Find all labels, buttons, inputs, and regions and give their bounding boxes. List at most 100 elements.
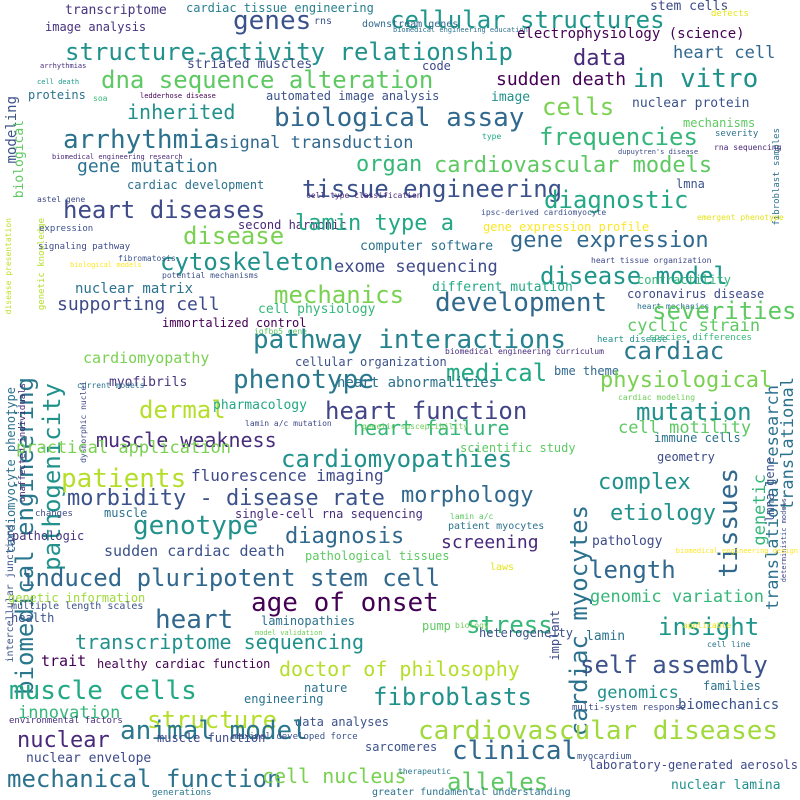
word-health: health xyxy=(11,611,55,625)
word-muscle-weakness: muscle weakness xyxy=(96,428,277,452)
word-scientific-study: scientific study xyxy=(460,441,576,455)
word-innovation: innovation xyxy=(18,703,121,723)
word-heart-tissue-organization: heart tissue organization xyxy=(591,256,712,265)
word-nuclear-protein: nuclear protein xyxy=(632,96,750,111)
word-supporting-cell: supporting cell xyxy=(57,294,220,315)
word-pathologic: pathologic xyxy=(12,529,85,543)
word-image-analysis: image analysis xyxy=(45,20,147,34)
word-genomic-variation: genomic variation xyxy=(590,587,764,607)
word-heart-function: heart function xyxy=(325,397,528,425)
word-proteins: proteins xyxy=(28,88,86,102)
word-therapeutic: therapeutic xyxy=(398,767,451,776)
word-heart-mechanics: heart mechanics xyxy=(637,302,710,311)
word-gene-expression-profile: gene expression profile xyxy=(483,220,650,234)
word-soa: soa xyxy=(93,94,108,103)
word-data: data xyxy=(573,46,626,71)
word-heart-abnormalities: heart abnormalities xyxy=(337,375,498,391)
word-lamin-a-c-mutation: lamin a/c mutation xyxy=(245,419,332,428)
word-morbidity-disease-rate: morbidity - disease rate xyxy=(67,486,385,511)
word-cellular-organization: cellular organization xyxy=(295,355,447,369)
word-multi-system-response: multi-system response xyxy=(572,703,686,713)
word-cell-death: cell death xyxy=(37,78,80,86)
word-heterogeneity: heterogeneity xyxy=(479,626,573,640)
word-changes: changes xyxy=(35,509,73,519)
word-structure-activity-relationship: structure-activity relationship xyxy=(65,38,513,66)
word-trait: trait xyxy=(41,652,87,670)
word-species-differences: species differences xyxy=(649,333,752,343)
word-medical: medical xyxy=(446,359,548,387)
word-biomedical-engineering-design: biomedical engineering design xyxy=(675,547,798,555)
word-geometry: geometry xyxy=(657,450,715,464)
word-nuclear: nuclear xyxy=(17,728,110,753)
word-code: code xyxy=(422,59,451,73)
word-heart-failure: heart failure xyxy=(353,416,510,440)
word-cell-motility: cell motility xyxy=(618,418,752,438)
word-data-analyses: data analyses xyxy=(295,715,389,729)
word-dermal: dermal xyxy=(139,396,226,424)
word-development: development xyxy=(435,288,608,318)
word-fibromatosis: fibromatosis xyxy=(118,254,176,263)
word-gene-expression: gene expression xyxy=(510,228,709,253)
word-nature: nature xyxy=(304,681,348,695)
word-inherited: inherited xyxy=(127,100,236,124)
word-morphology: morphology xyxy=(401,483,534,508)
word-lamin: lamin xyxy=(586,629,626,644)
word-phenotype: phenotype xyxy=(233,365,374,395)
word-in-vitro: in vitro xyxy=(633,64,759,94)
word-transcriptome-sequencing: transcriptome sequencing xyxy=(75,630,364,654)
word-current-models: current models xyxy=(77,381,145,390)
word-cardiovascular-models: cardiovascular models xyxy=(434,153,713,178)
word-sudden-cardiac-death: sudden cardiac death xyxy=(104,542,285,560)
word-biological-assay: biological assay xyxy=(274,103,525,133)
word-self-assembly: self assembly xyxy=(580,651,768,679)
word-genes: genes xyxy=(233,6,312,36)
word-laboratory-generated-aerosols: laboratory-generated aerosols xyxy=(588,758,798,772)
word-ledderhose-disease: ledderhose disease xyxy=(140,92,216,100)
word-stress: stress xyxy=(466,611,553,639)
word-cardiac-myocytes: cardiac myocytes xyxy=(565,505,593,737)
word-practical-application: practical application xyxy=(16,438,231,458)
word-biomedical-engineering-curriculum: biomedical engineering curriculum xyxy=(445,347,604,356)
word-healthy-cardiac-function: healthy cardiac function xyxy=(97,657,271,671)
word-tissues: tissues xyxy=(714,468,744,578)
word-patient-myocytes: patient myocytes xyxy=(448,521,545,532)
word-doctor-of-philosophy: doctor of philosophy xyxy=(279,657,520,681)
word-sarcomeres: sarcomeres xyxy=(365,740,438,754)
word-biological: biological xyxy=(12,120,27,199)
word-cell-line: cell line xyxy=(707,640,751,649)
word-insight: insight xyxy=(658,613,760,641)
word-cells: cells xyxy=(542,93,615,121)
word-defects: defects xyxy=(711,9,749,19)
word-muscle: muscle xyxy=(104,506,148,520)
word-pathological-tissues: pathological tissues xyxy=(305,549,450,563)
word-pump: pump xyxy=(422,619,451,633)
word-stem-cells: stem cells xyxy=(650,0,729,14)
word-pathway-interactions: pathway interactions xyxy=(253,325,567,355)
word-fibroblasts: fibroblasts xyxy=(373,683,532,711)
word-diagnosis: diagnosis xyxy=(285,524,405,549)
word-computer-software: computer software xyxy=(360,239,494,254)
word-model-validation: model validation xyxy=(255,629,323,637)
word-greater-fundamental-understanding: greater fundamental understanding xyxy=(372,787,571,798)
word-ipsc-derived-cardiomyocyte: ipsc-derived cardiomyocyte xyxy=(481,208,607,217)
word-cardiac-development: cardiac development xyxy=(127,178,265,192)
word-contractility: contractility xyxy=(637,273,731,287)
word-genetic-information: genetic information xyxy=(8,591,146,605)
word-nuclear-envelope: nuclear envelope xyxy=(26,751,152,766)
word-pharmacology: pharmacology xyxy=(213,398,307,413)
word-bme-theme: bme theme xyxy=(554,364,620,378)
word-alleles: alleles xyxy=(447,768,549,796)
word-translational: translational xyxy=(778,377,798,511)
word-emergent-phenotype: emergent phenotype xyxy=(697,213,784,222)
word-diagnostic: diagnostic xyxy=(544,186,689,214)
word-exome-sequencing: exome sequencing xyxy=(334,257,498,277)
word-patients: patients xyxy=(61,464,187,494)
word-cardiomyopathy: cardiomyopathy xyxy=(83,349,210,367)
word-cardiovascular-diseases: cardiovascular diseases xyxy=(418,716,779,746)
word-maximal-developed-force: maximal developed force xyxy=(233,732,358,742)
word-nuclear-lamina: nuclear lamina xyxy=(671,778,781,793)
word-lamin-a-c: lamin a/c xyxy=(450,512,494,521)
word-immune-cells: immune cells xyxy=(654,431,741,445)
word-mechanics: mechanics xyxy=(274,281,405,309)
